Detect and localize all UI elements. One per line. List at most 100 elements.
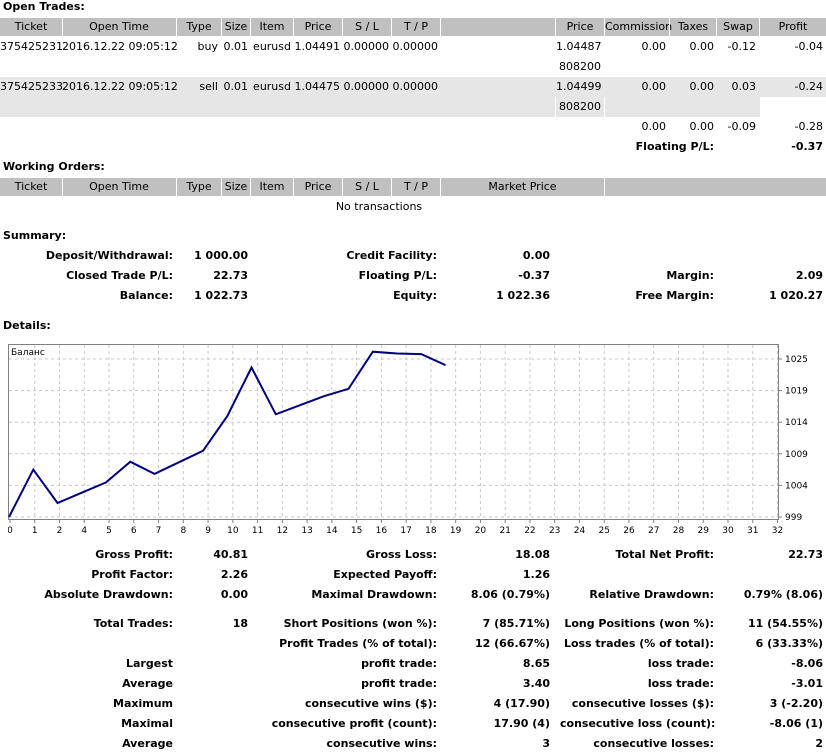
max-consecutive-wins-label: consecutive wins ($): (304, 697, 437, 710)
absolute-drawdown-value: 0.00 (220, 588, 248, 601)
type-cell: sell (199, 80, 218, 93)
profit-cell: -0.04 (794, 40, 823, 53)
ticket-cell: 375425233 (0, 80, 63, 93)
credit-value: 0.00 (522, 249, 550, 262)
x-tick-label: 12 (277, 526, 288, 536)
x-tick-label: 21 (499, 526, 510, 536)
y-tick-label: 1004 (785, 481, 808, 491)
credit-label: Credit Facility: (346, 249, 437, 262)
y-tick-label: 1019 (785, 387, 808, 397)
x-tick-label: 7 (156, 526, 162, 536)
x-tick-label: 30 (722, 526, 734, 536)
working-orders-header: Ticket Open Time Type Size Item Price S … (0, 178, 826, 196)
max-consecutive-losses-label: consecutive losses ($): (571, 697, 714, 710)
avg-consecutive-losses-label: consecutive losses: (593, 737, 714, 750)
gross-loss-value: 18.08 (515, 548, 550, 561)
col-size[interactable]: Size (224, 180, 248, 193)
balance-label: Balance: (119, 289, 173, 302)
x-tick-label: 24 (574, 526, 586, 536)
average-loss-trade-value: -3.01 (791, 677, 823, 690)
swap-cell: -0.12 (727, 40, 756, 53)
col-taxes[interactable]: Taxes (677, 20, 709, 33)
maximum-label: Maximum (113, 697, 173, 710)
largest-label: Largest (126, 657, 173, 670)
maximal-drawdown-value: 8.06 (0.79%) (470, 588, 550, 601)
expected-payoff-label: Expected Payoff: (333, 568, 437, 581)
col-open-time[interactable]: Open Time (89, 180, 149, 193)
x-tick-label: 6 (131, 526, 137, 536)
col-sl[interactable]: S / L (355, 20, 379, 33)
col-market-price[interactable]: Market Price (488, 180, 557, 193)
consecutive-loss-value: -8.06 (1) (769, 717, 823, 730)
margin-label: Margin: (666, 269, 714, 282)
x-tick-label: 23 (549, 526, 560, 536)
x-tick-label: 25 (598, 526, 609, 536)
summary-title: Summary: (3, 229, 67, 242)
col-price[interactable]: Price (304, 20, 332, 33)
item-cell: eurusd (253, 40, 291, 53)
col-size[interactable]: Size (224, 20, 248, 33)
max-consecutive-losses-value: 3 (-2.20) (769, 697, 823, 710)
col-swap[interactable]: Swap (723, 20, 753, 33)
x-tick-label: 20 (475, 526, 487, 536)
x-tick-label: 17 (400, 526, 411, 536)
col-tp[interactable]: T / P (403, 180, 429, 193)
item-cell: eurusd (253, 80, 291, 93)
extra-cell: 808200 (559, 100, 601, 113)
closed-pl-value: 22.73 (213, 269, 248, 282)
col-sl[interactable]: S / L (355, 180, 379, 193)
short-positions-value: 7 (85.71%) (482, 617, 550, 630)
equity-label: Equity: (393, 289, 437, 302)
col-item[interactable]: Item (259, 180, 285, 193)
col-ticket[interactable]: Ticket (14, 20, 48, 33)
tp-cell: 0.00000 (392, 40, 439, 53)
deposit-value: 1 000.00 (194, 249, 248, 262)
loss-trades-value: 6 (33.33%) (755, 637, 823, 650)
col-type[interactable]: Type (186, 180, 212, 193)
no-transactions-text: No transactions (335, 200, 423, 213)
absolute-drawdown-label: Absolute Drawdown: (44, 588, 173, 601)
total-profit: -0.28 (794, 120, 823, 133)
x-tick-label: 10 (227, 526, 239, 536)
balance-chart: 0 1 2 4 5 6 7 8 9 10 11 12 13 14 15 16 17 18 19 20 21 22 23 24 2… (8, 344, 808, 536)
maximal-drawdown-label: Maximal Drawdown: (311, 588, 437, 601)
col-commission[interactable]: Commission (605, 20, 673, 33)
total-swap: -0.09 (727, 120, 756, 133)
col-current-price[interactable]: Price (566, 20, 594, 33)
gross-profit-label: Gross Profit: (95, 548, 173, 561)
consecutive-loss-label: consecutive loss (count): (560, 717, 716, 730)
x-tick-label: 26 (623, 526, 635, 536)
sl-cell: 0.00000 (343, 40, 390, 53)
col-open-time[interactable]: Open Time (89, 20, 149, 33)
short-positions-label: Short Positions (won %): (283, 617, 437, 630)
col-tp[interactable]: T / P (403, 20, 429, 33)
current-price-cell: 1.04487 (556, 40, 602, 53)
total-trades-label: Total Trades: (93, 617, 173, 630)
col-type[interactable]: Type (186, 20, 212, 33)
y-tick-label: 1025 (785, 355, 808, 365)
deposit-label: Deposit/Withdrawal: (45, 249, 173, 262)
sl-cell: 0.00000 (343, 80, 390, 93)
total-taxes: 0.00 (689, 120, 715, 133)
open-time-cell: 2016.12.22 09:05:12 (62, 40, 178, 53)
price-cell: 1.04491 (294, 40, 341, 53)
x-tick-label: 15 (351, 526, 362, 536)
col-price[interactable]: Price (304, 180, 332, 193)
summary-floating-value: -0.37 (518, 269, 550, 282)
col-ticket[interactable]: Ticket (14, 180, 48, 193)
commission-cell: 0.00 (641, 80, 667, 93)
x-tick-label: 29 (698, 526, 710, 536)
x-tick-label: 14 (326, 526, 338, 536)
x-tick-label: 32 (772, 526, 783, 536)
free-margin-value: 1 020.27 (769, 289, 823, 302)
summary-floating-label: Floating P/L: (358, 269, 437, 282)
total-net-profit-value: 22.73 (788, 548, 823, 561)
x-tick-label: 1 (32, 526, 38, 536)
x-tick-label: 13 (301, 526, 312, 536)
col-profit[interactable]: Profit (778, 20, 808, 33)
size-cell: 0.01 (223, 80, 249, 93)
col-item[interactable]: Item (259, 20, 285, 33)
profit-factor-value: 2.26 (220, 568, 248, 581)
x-tick-label: 28 (673, 526, 685, 536)
largest-profit-trade-label: profit trade: (361, 657, 437, 670)
